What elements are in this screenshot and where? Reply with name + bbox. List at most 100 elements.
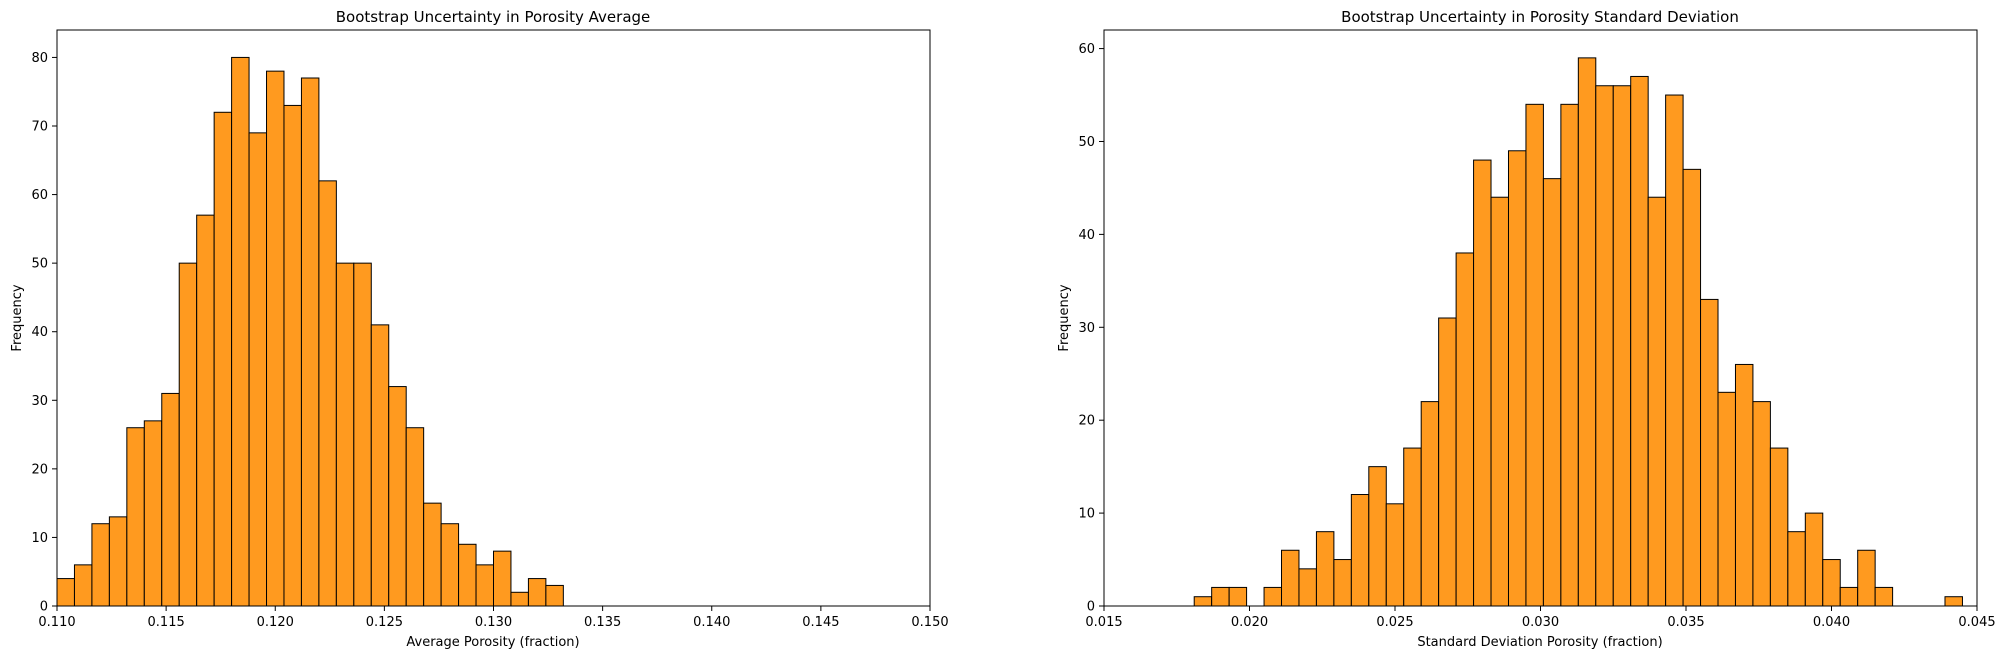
histogram-bar — [56, 578, 75, 607]
histogram-bars — [1193, 57, 1963, 607]
chart-title: Bootstrap Uncertainty in Porosity Standa… — [1341, 8, 1739, 26]
histogram-bar — [1804, 512, 1824, 607]
histogram-bar — [1507, 150, 1527, 607]
histogram-bar — [1874, 586, 1894, 607]
x-tick-label: 0.040 — [1813, 615, 1850, 630]
y-axis-ticks: 0 10 20 30 40 50 60 — [1078, 42, 1104, 615]
histogram-bar — [108, 516, 128, 607]
histogram-bar — [1281, 549, 1300, 607]
histogram-bar — [1438, 317, 1457, 607]
histogram-bar — [1368, 466, 1387, 607]
histogram-bar — [388, 386, 407, 607]
histogram-bar — [1700, 298, 1719, 607]
histogram-bar — [493, 550, 512, 607]
x-tick-label: 0.130 — [475, 615, 512, 630]
x-tick-label: 0.150 — [911, 615, 948, 630]
histogram-bar — [527, 578, 547, 607]
plot-frame — [1103, 29, 1978, 607]
histogram-bar — [1612, 85, 1632, 607]
histogram-bar — [73, 564, 93, 607]
histogram-bar — [126, 427, 145, 607]
histogram-bar — [335, 262, 355, 607]
y-tick-label: 10 — [1078, 507, 1095, 522]
histogram-bar — [1665, 94, 1684, 607]
x-axis-label: Average Porosity (fraction) — [406, 635, 579, 650]
x-tick-label: 0.115 — [148, 615, 185, 630]
y-tick-label: 60 — [31, 188, 48, 203]
histogram-bar — [1490, 196, 1509, 607]
histogram-bar — [231, 56, 250, 607]
histogram-bar — [1211, 586, 1230, 607]
x-tick-label: 0.015 — [1085, 615, 1122, 630]
histogram-bar — [1822, 559, 1841, 607]
histogram-bar — [266, 70, 285, 607]
x-tick-label: 0.030 — [1522, 615, 1559, 630]
histogram-bar — [1787, 531, 1806, 607]
y-tick-label: 20 — [1078, 414, 1095, 429]
y-tick-label: 30 — [31, 394, 48, 409]
histogram-bar — [1577, 57, 1597, 607]
histogram-bar — [1717, 391, 1736, 607]
histogram-bar — [1333, 559, 1352, 607]
histogram-bar — [1350, 494, 1370, 607]
histogram-bar — [1630, 75, 1649, 607]
histogram-bar — [475, 564, 495, 607]
histogram-bar — [1473, 159, 1492, 607]
histogram-bar — [283, 104, 302, 607]
histogram-bar — [370, 324, 390, 607]
x-axis-label: Standard Deviation Porosity (fraction) — [1417, 635, 1662, 650]
histogram-bar — [440, 523, 460, 607]
histogram-bar — [1525, 103, 1544, 607]
histogram-bar — [1682, 168, 1702, 607]
histogram-bar — [1420, 401, 1440, 607]
y-tick-label: 40 — [31, 325, 48, 340]
x-tick-label: 0.045 — [1958, 615, 1995, 630]
histogram-bar — [248, 132, 268, 607]
histogram-bar — [1263, 586, 1283, 607]
histogram-bars — [56, 56, 564, 607]
y-tick-label: 10 — [31, 531, 48, 546]
histogram-bar — [1315, 531, 1335, 607]
histogram-bar — [405, 427, 425, 607]
histogram-bar — [1560, 103, 1579, 607]
histogram-bar — [91, 523, 110, 607]
histogram-bar — [196, 214, 215, 607]
plot-frame — [56, 29, 931, 607]
histogram-bar — [1769, 447, 1789, 607]
histogram-bar — [1542, 178, 1562, 607]
y-tick-label: 20 — [31, 462, 48, 477]
histogram-bar — [510, 591, 529, 607]
x-axis-ticks: 0.015 0.020 0.025 0.030 0.035 0.040 0.045 — [1085, 606, 1996, 630]
histogram-bar — [318, 180, 337, 607]
histogram-bar — [1857, 549, 1876, 607]
histogram-bar — [1734, 363, 1754, 607]
y-tick-label: 50 — [31, 257, 48, 272]
x-tick-label: 0.025 — [1376, 615, 1413, 630]
histogram-bar — [458, 543, 477, 607]
histogram-bar — [545, 584, 564, 607]
y-tick-label: 80 — [31, 51, 48, 66]
x-axis-ticks: 0.110 0.115 0.120 0.125 0.130 0.135 0.140 0.145… — [38, 606, 949, 630]
histogram-bar — [1455, 252, 1475, 607]
histogram-bar — [300, 77, 320, 607]
histogram-bar — [178, 262, 198, 607]
y-tick-label: 50 — [1078, 135, 1095, 150]
y-tick-label: 30 — [1078, 321, 1095, 336]
y-tick-label: 60 — [1078, 42, 1095, 57]
histogram-bar — [1228, 586, 1248, 607]
x-tick-label: 0.110 — [38, 615, 75, 630]
histogram-bar — [1944, 596, 1963, 607]
y-axis-ticks: 0 10 20 30 40 50 60 70 80 — [31, 51, 57, 615]
chart-title: Bootstrap Uncertainty in Porosity Averag… — [336, 8, 651, 26]
histogram-bar — [1385, 503, 1405, 607]
histogram-bar — [161, 392, 180, 607]
histogram-bar — [1298, 568, 1317, 607]
histogram-bar — [1595, 85, 1614, 607]
histogram-bar — [1647, 196, 1667, 607]
histogram-bar — [213, 111, 233, 607]
x-tick-label: 0.035 — [1667, 615, 1704, 630]
y-tick-label: 70 — [31, 120, 48, 135]
y-tick-label: 0 — [40, 600, 48, 615]
x-tick-label: 0.135 — [584, 615, 621, 630]
